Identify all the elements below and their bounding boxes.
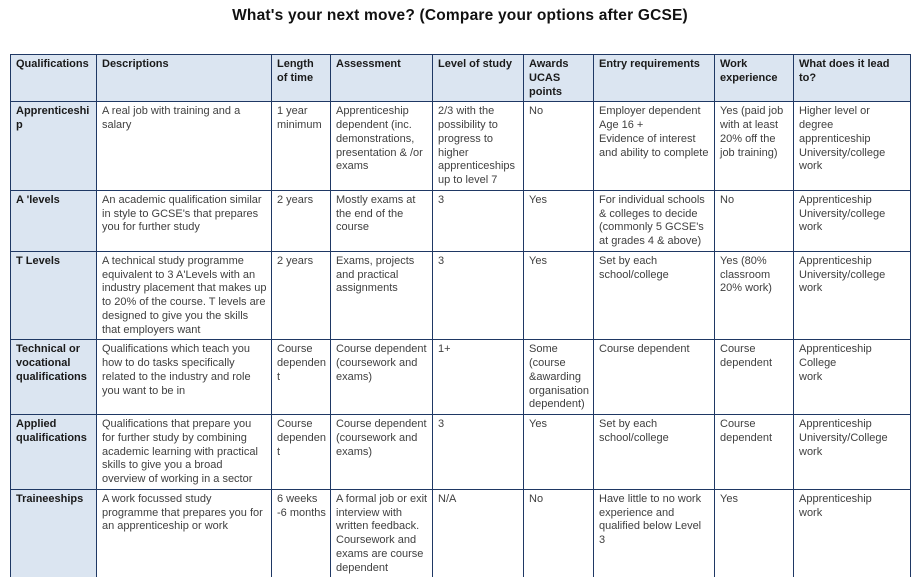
cell-length: 2 years	[271, 189, 331, 252]
cell-entry: Have little to no work experience and qu…	[593, 488, 715, 577]
cell-length: 1 year minimum	[271, 101, 331, 191]
cell-entry: Set by each school/college	[593, 414, 715, 490]
cell-level: 3	[432, 250, 524, 341]
cell-description: A technical study programme equivalent t…	[96, 250, 272, 341]
cell-length: Course dependent	[271, 339, 331, 415]
cell-ucas: No	[523, 101, 594, 191]
cell-entry: Employer dependent Age 16 + Evidence of …	[593, 101, 715, 191]
cell-description: A real job with training and a salary	[96, 101, 272, 191]
cell-work-experience: Yes	[714, 488, 794, 577]
column-header-assessment: Assessment	[330, 53, 433, 103]
cell-leads-to: Higher level or degree apprenticeship Un…	[793, 101, 911, 191]
cell-level: 1+	[432, 339, 524, 415]
column-header-awards-ucas-points: Awards UCAS points	[523, 53, 594, 103]
cell-leads-to: Apprenticeship College work	[793, 339, 911, 415]
cell-work-experience: Yes (paid job with at least 20% off the …	[714, 101, 794, 191]
cell-leads-to: Apprenticeship work	[793, 488, 911, 577]
cell-assessment: Course dependent (coursework and exams)	[330, 414, 433, 490]
cell-assessment: A formal job or exit interview with writ…	[330, 488, 433, 577]
table-row-applied: Applied qualifications Qualifications th…	[10, 414, 911, 490]
cell-level: 3	[432, 414, 524, 490]
column-header-length-of-time: Length of time	[271, 53, 331, 103]
cell-description: A work focussed study programme that pre…	[96, 488, 272, 577]
cell-description: Qualifications which teach you how to do…	[96, 339, 272, 415]
cell-qualification: A 'levels	[10, 189, 97, 252]
cell-work-experience: Course dependent	[714, 414, 794, 490]
cell-entry: For individual schools & colleges to dec…	[593, 189, 715, 252]
cell-entry: Set by each school/college	[593, 250, 715, 341]
cell-length: 2 years	[271, 250, 331, 341]
cell-entry: Course dependent	[593, 339, 715, 415]
column-header-entry-requirements: Entry requirements	[593, 53, 715, 103]
column-header-level-of-study: Level of study	[432, 53, 524, 103]
cell-leads-to: Apprenticeship University/college work	[793, 250, 911, 341]
header-row: Qualifications Descriptions Length of ti…	[10, 53, 911, 103]
cell-ucas: Yes	[523, 414, 594, 490]
cell-level: N/A	[432, 488, 524, 577]
cell-work-experience: No	[714, 189, 794, 252]
table-row-technical-vocational: Technical or vocational qualifications Q…	[10, 339, 911, 415]
cell-assessment: Course dependent (coursework and exams)	[330, 339, 433, 415]
cell-qualification: Applied qualifications	[10, 414, 97, 490]
cell-work-experience: Course dependent	[714, 339, 794, 415]
page-title: What's your next move? (Compare your opt…	[232, 7, 688, 24]
column-header-qualifications: Qualifications	[10, 53, 97, 103]
table-row-apprenticeship: Apprenticeship A real job with training …	[10, 101, 911, 191]
cell-length: 6 weeks -6 months	[271, 488, 331, 577]
cell-assessment: Apprenticeship dependent (inc. demonstra…	[330, 101, 433, 191]
cell-description: Qualifications that prepare you for furt…	[96, 414, 272, 490]
cell-qualification: Technical or vocational qualifications	[10, 339, 97, 415]
cell-ucas: Some (course &awarding organisation depe…	[523, 339, 594, 415]
cell-ucas: Yes	[523, 189, 594, 252]
column-header-work-experience: Work experience	[714, 53, 794, 103]
cell-level: 2/3 with the possibility to progress to …	[432, 101, 524, 191]
cell-work-experience: Yes (80% classroom 20% work)	[714, 250, 794, 341]
cell-qualification: Apprenticeship	[10, 101, 97, 191]
table-row-t-levels: T Levels A technical study programme equ…	[10, 250, 911, 341]
column-header-descriptions: Descriptions	[96, 53, 272, 103]
cell-qualification: Traineeships	[10, 488, 97, 577]
cell-assessment: Exams, projects and practical assignment…	[330, 250, 433, 341]
cell-description: An academic qualification similar in sty…	[96, 189, 272, 252]
table-row-traineeships: Traineeships A work focussed study progr…	[10, 488, 911, 577]
cell-ucas: Yes	[523, 250, 594, 341]
cell-ucas: No	[523, 488, 594, 577]
cell-level: 3	[432, 189, 524, 252]
column-header-what-does-it-lead-to: What does it lead to?	[793, 53, 911, 103]
qualification-comparison-table: Qualifications Descriptions Length of ti…	[10, 53, 911, 577]
cell-leads-to: Apprenticeship University/college work	[793, 189, 911, 252]
cell-leads-to: Apprenticeship University/College work	[793, 414, 911, 490]
cell-assessment: Mostly exams at the end of the course	[330, 189, 433, 252]
cell-qualification: T Levels	[10, 250, 97, 341]
cell-length: Course dependent	[271, 414, 331, 490]
table-row-a-levels: A 'levels An academic qualification simi…	[10, 189, 911, 252]
